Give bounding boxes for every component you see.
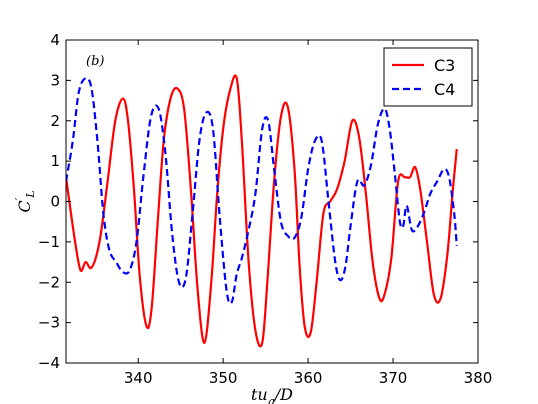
x-tick-label: 350 (209, 369, 238, 387)
svg-text:tug/D: tug/D (251, 385, 293, 404)
ticks: 340 350 360 370 380 −4 −3 −2 −1 0 1 2 3 4 (38, 31, 492, 387)
series-line-c3 (66, 74, 458, 348)
legend-box (383, 47, 473, 107)
x-tick-label: 370 (379, 369, 408, 387)
x-axis-label: tug/D (251, 385, 293, 404)
y-tick-label: −4 (38, 354, 60, 372)
y-tick-label: −2 (38, 273, 60, 291)
legend-label-c4: C4 (434, 80, 455, 99)
y-tick-label: 1 (50, 152, 60, 170)
y-tick-label: 4 (50, 31, 60, 49)
y-tick-label: 2 (50, 112, 60, 130)
panel-label: (b) (86, 54, 104, 69)
y-tick-label: 0 (50, 193, 60, 211)
y-tick-label: −1 (38, 233, 60, 251)
x-tick-label: 380 (464, 369, 493, 387)
series-line-c4 (66, 77, 458, 305)
y-tick-label: 3 (50, 71, 60, 89)
x-tick-label: 360 (294, 369, 323, 387)
legend-label-c3: C3 (434, 56, 455, 75)
y-tick-label: −3 (38, 314, 60, 332)
x-tick-label: 340 (124, 369, 153, 387)
plot-lines (66, 74, 458, 348)
y-axis-label: C′L (13, 190, 37, 212)
svg-text:C′L: C′L (13, 190, 37, 212)
